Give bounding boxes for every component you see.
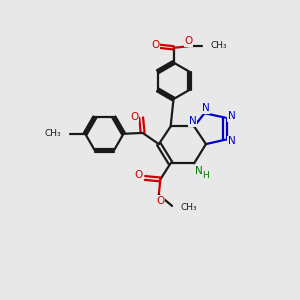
- Text: O: O: [151, 40, 159, 50]
- Text: N: N: [195, 166, 203, 176]
- Text: CH₃: CH₃: [211, 41, 227, 50]
- Text: N: N: [202, 103, 210, 113]
- Text: CH₃: CH₃: [181, 203, 197, 212]
- Text: N: N: [189, 116, 196, 126]
- Text: N: N: [228, 136, 236, 146]
- Text: H: H: [202, 171, 209, 180]
- Text: CH₃: CH₃: [44, 129, 61, 138]
- Text: N: N: [228, 111, 236, 121]
- Text: O: O: [184, 36, 192, 46]
- Text: O: O: [134, 170, 142, 180]
- Text: O: O: [130, 112, 139, 122]
- Text: O: O: [156, 196, 164, 206]
